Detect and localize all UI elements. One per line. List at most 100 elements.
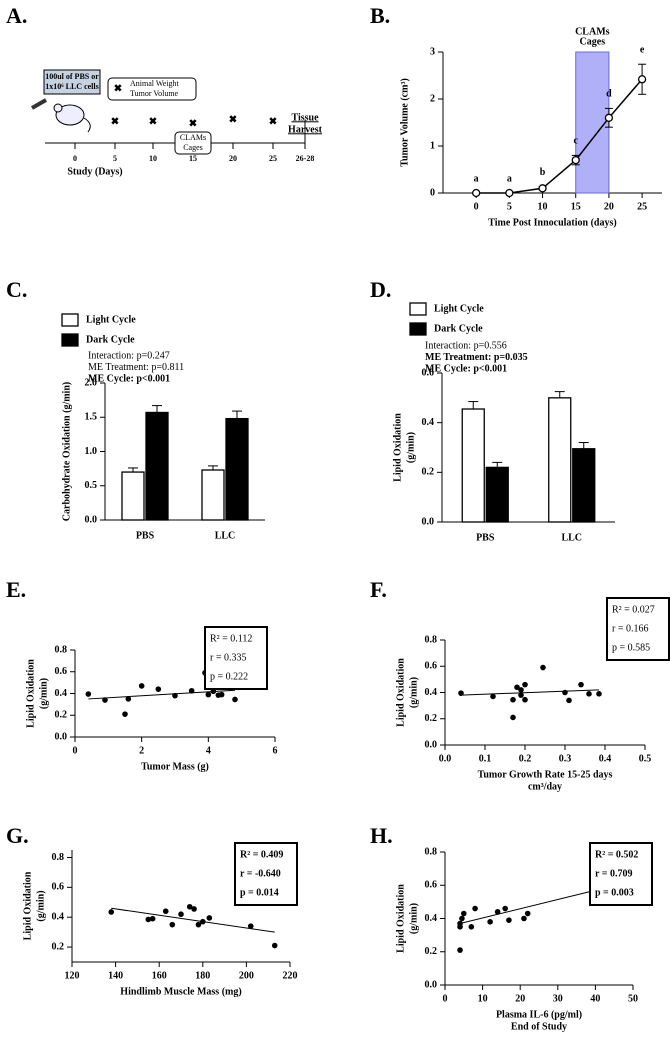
data-point bbox=[145, 916, 152, 923]
y-tick-label: 0 bbox=[430, 187, 435, 198]
stats-box bbox=[606, 597, 670, 661]
point-label: c bbox=[574, 136, 579, 147]
point-label: b bbox=[540, 167, 546, 178]
legend-text: Animal Weight bbox=[130, 79, 180, 88]
data-point bbox=[459, 915, 465, 922]
stats-box bbox=[234, 842, 298, 906]
panel-label: A. bbox=[6, 3, 27, 28]
data-point bbox=[125, 696, 132, 702]
stats-text: r = 0.709 bbox=[595, 868, 632, 879]
panel-label: C. bbox=[6, 277, 27, 302]
data-point bbox=[494, 909, 501, 915]
x-tick-label: 5 bbox=[507, 201, 512, 212]
shaded-region bbox=[575, 51, 610, 194]
x-tick-label: 6 bbox=[273, 745, 278, 756]
shade-label: Cages bbox=[580, 36, 606, 47]
cage-text: Cages bbox=[183, 143, 203, 152]
data-point bbox=[510, 714, 516, 721]
legend-text: Tumor Volume bbox=[130, 89, 179, 98]
x-tick-label: 0.1 bbox=[479, 753, 492, 764]
data-line bbox=[476, 78, 643, 194]
y-tick-label: 1.0 bbox=[85, 446, 98, 457]
y-axis-label: (g/min) bbox=[408, 677, 419, 708]
y-tick-label: 1 bbox=[430, 140, 435, 151]
data-point bbox=[169, 921, 176, 928]
mouse-tail bbox=[83, 117, 91, 133]
x-tick-label: 0.2 bbox=[519, 753, 532, 764]
x-axis-label: Hindlimb Muscle Mass (mg) bbox=[120, 986, 241, 997]
legend-label: Light Cycle bbox=[434, 303, 484, 314]
stats-text: R² = 0.502 bbox=[595, 849, 638, 860]
stats-text: r = -0.640 bbox=[240, 868, 281, 879]
annotation: ME Treatment: p=0.811 bbox=[88, 362, 184, 373]
fit-line bbox=[460, 689, 600, 696]
injection-box bbox=[43, 69, 101, 95]
y-axis-label: Lipid Oxidation bbox=[25, 659, 36, 728]
x-tick-label: 0 bbox=[474, 201, 479, 212]
data-point bbox=[540, 664, 546, 671]
data-point bbox=[247, 923, 254, 929]
data-point bbox=[506, 917, 512, 923]
data-point bbox=[200, 918, 206, 925]
legend-swatch bbox=[409, 302, 427, 316]
bar bbox=[121, 471, 145, 521]
y-tick-label: 0.2 bbox=[425, 946, 438, 957]
panel-label: F. bbox=[370, 577, 387, 602]
bar bbox=[225, 417, 249, 521]
panel-label: G. bbox=[6, 823, 29, 848]
x-tick-label: 180 bbox=[195, 970, 210, 981]
bar bbox=[201, 469, 225, 521]
data-point bbox=[457, 947, 463, 953]
y-tick-label: 0.5 bbox=[85, 480, 98, 491]
x-tick-label: 0.4 bbox=[599, 753, 612, 764]
data-point bbox=[206, 915, 213, 921]
x-axis-label: Plasma IL-6 (pg/ml) bbox=[496, 1009, 582, 1020]
data-point bbox=[510, 696, 516, 703]
timeline-diagram: 100ul of PBS or 1x10⁶ LLC cells ✖ Animal… bbox=[31, 69, 323, 177]
x-tick-label: 160 bbox=[152, 970, 167, 981]
y-axis-label: Lipid Oxidation bbox=[22, 871, 33, 940]
y-tick-label: 1.5 bbox=[85, 412, 98, 423]
mouse-icon bbox=[55, 104, 85, 126]
timeline-tick-label: 10 bbox=[149, 154, 157, 163]
x-tick-label: 25 bbox=[637, 201, 647, 212]
annotation: Interaction: p=0.556 bbox=[425, 340, 507, 351]
data-point bbox=[502, 905, 508, 912]
x-tick-label: 50 bbox=[628, 993, 638, 1004]
y-axis-label: Carbohydrate Oxidation (g/min) bbox=[61, 382, 72, 521]
y-tick-label: 0.0 bbox=[85, 514, 98, 525]
data-point bbox=[538, 184, 547, 193]
data-point bbox=[518, 692, 524, 698]
y-axis-label: (g/min) bbox=[408, 903, 419, 934]
x-tick-label: 200 bbox=[239, 970, 254, 981]
x-tick-label: LLC bbox=[215, 530, 236, 541]
fit-line bbox=[111, 907, 275, 933]
y-tick-label: 0.4 bbox=[425, 687, 438, 698]
y-tick-label: 0.6 bbox=[425, 880, 438, 891]
data-point bbox=[172, 692, 178, 699]
panel-label: H. bbox=[370, 823, 393, 848]
panel-label: B. bbox=[370, 3, 390, 28]
x-axis-label: cm³/day bbox=[528, 781, 562, 792]
timeline-tick-label: 25 bbox=[269, 154, 277, 163]
data-point bbox=[218, 691, 225, 698]
data-point bbox=[122, 711, 128, 717]
injection-text: 1x10⁶ LLC cells bbox=[45, 82, 99, 91]
x-tick-label: 120 bbox=[65, 970, 80, 981]
y-tick-label: 0.2 bbox=[52, 941, 65, 952]
data-point bbox=[596, 691, 602, 697]
stats-text: R² = 0.027 bbox=[612, 604, 655, 615]
shade-label: CLAMs bbox=[575, 26, 610, 37]
data-point bbox=[85, 691, 92, 697]
bar bbox=[461, 408, 485, 523]
x-tick-label: 15 bbox=[571, 201, 581, 212]
data-point bbox=[195, 921, 202, 928]
data-point bbox=[155, 686, 162, 692]
data-point bbox=[518, 687, 524, 693]
bar bbox=[548, 397, 572, 523]
stats-text: r = 0.335 bbox=[210, 652, 246, 663]
bar bbox=[145, 411, 169, 521]
harvest-text: Tissue bbox=[291, 112, 319, 123]
stats-text: R² = 0.409 bbox=[240, 849, 283, 860]
x-marker: ✖ bbox=[111, 116, 119, 127]
